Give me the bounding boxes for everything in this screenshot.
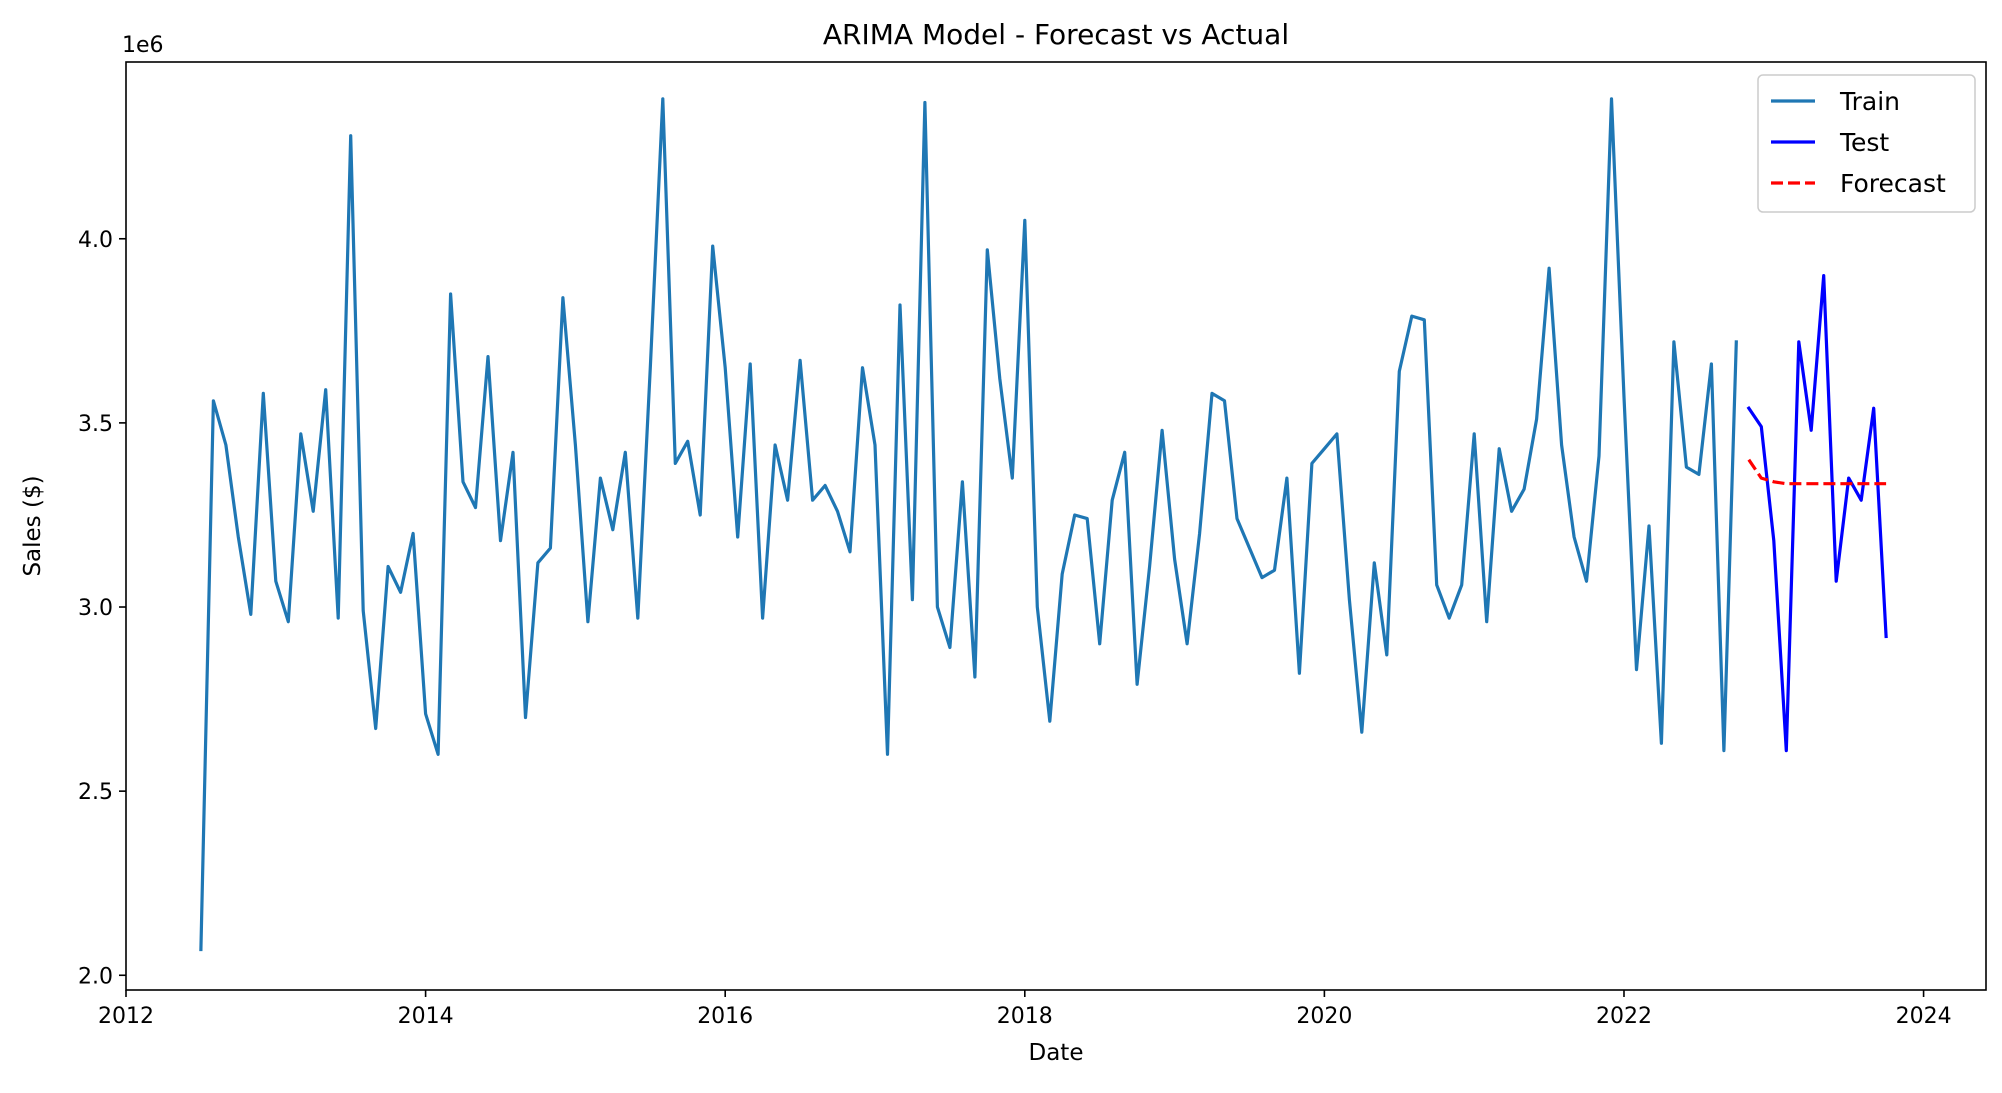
plot-area xyxy=(126,62,1986,990)
y-axis-label: Sales ($) xyxy=(20,475,46,576)
x-tick-label: 2014 xyxy=(398,1004,454,1029)
series-lines xyxy=(199,97,1888,952)
series-line-forecast xyxy=(1747,458,1887,486)
x-tick-label: 2024 xyxy=(1896,1004,1952,1029)
y-tick-label: 2.5 xyxy=(78,780,113,805)
y-tick-label: 3.5 xyxy=(78,412,113,437)
legend-label-forecast: Forecast xyxy=(1840,169,1946,198)
x-tick-label: 2018 xyxy=(997,1004,1053,1029)
x-tick-label: 2022 xyxy=(1596,1004,1652,1029)
y-tick-label: 3.0 xyxy=(78,596,113,621)
y-tick-label: 4.0 xyxy=(78,228,113,253)
x-axis-label: Date xyxy=(1029,1040,1084,1066)
series-line-train xyxy=(199,97,1738,952)
legend-box xyxy=(1757,74,1976,213)
y-axis-ticks: 2.0 2.5 3.0 3.5 4.0 xyxy=(78,228,126,989)
x-axis-ticks: 2012 2014 2016 2018 2020 2022 2024 xyxy=(98,990,1952,1029)
x-tick-label: 2020 xyxy=(1296,1004,1352,1029)
y-tick-label: 2.0 xyxy=(78,964,113,989)
chart-title: ARIMA Model - Forecast vs Actual xyxy=(823,18,1289,51)
y-axis-offset-text: 1e6 xyxy=(122,33,164,58)
legend-label-test: Test xyxy=(1839,128,1889,157)
legend: Train Test Forecast xyxy=(1757,74,1976,213)
x-tick-label: 2016 xyxy=(697,1004,753,1029)
x-tick-label: 2012 xyxy=(98,1004,154,1029)
plot-frame xyxy=(125,61,1987,991)
legend-label-train: Train xyxy=(1839,87,1900,116)
